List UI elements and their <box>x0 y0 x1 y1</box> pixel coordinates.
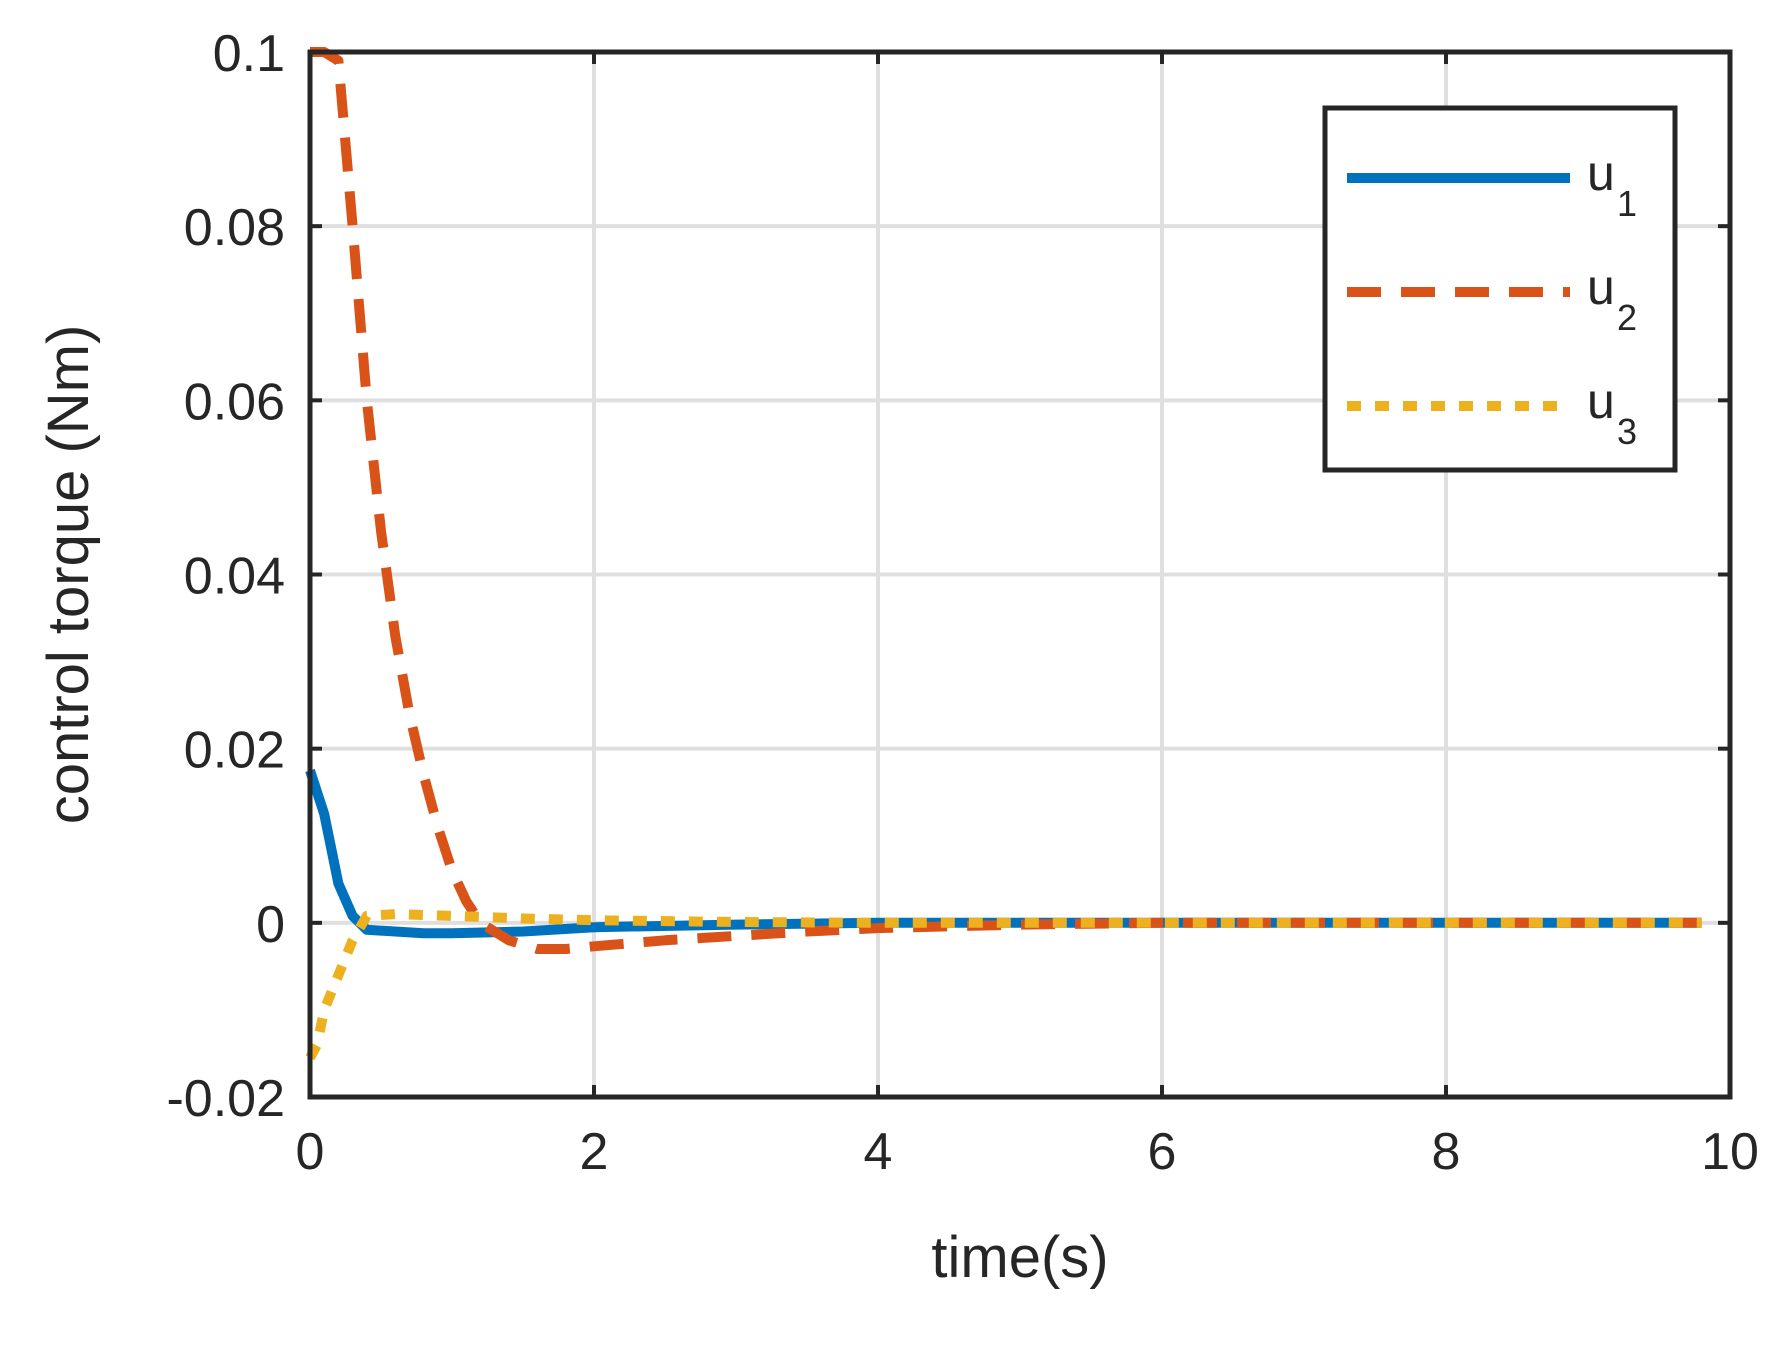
y-tick-label: 0.04 <box>184 548 285 606</box>
axis-ticks <box>308 50 1732 1099</box>
legend-label-subscript: 1 <box>1617 183 1637 224</box>
y-tick-labels: -0.02 0 0.02 0.04 0.06 0.08 0.1 <box>166 25 285 1128</box>
legend-label-subscript: 3 <box>1617 411 1637 452</box>
series-lines <box>305 47 1702 1061</box>
x-tick-labels: 0 2 4 6 8 10 <box>296 1123 1759 1181</box>
legend-label: u <box>1587 259 1615 315</box>
legend-label-subscript: 2 <box>1617 297 1637 338</box>
x-tick-label: 6 <box>1148 1123 1177 1181</box>
series-line-u3 <box>305 909 1702 1061</box>
y-tick-label: 0.1 <box>213 25 285 83</box>
legend-label: u <box>1587 373 1615 429</box>
y-tick-label: -0.02 <box>166 1070 285 1128</box>
x-axis-label: time(s) <box>931 1225 1108 1290</box>
series-line-u1 <box>305 768 1702 939</box>
legend-label: u <box>1587 145 1615 201</box>
x-tick-label: 2 <box>580 1123 609 1181</box>
x-tick-label: 8 <box>1432 1123 1461 1181</box>
y-tick-label: 0 <box>256 896 285 954</box>
x-tick-label: 0 <box>296 1123 325 1181</box>
y-tick-label: 0.08 <box>184 199 285 257</box>
x-tick-label: 10 <box>1701 1123 1759 1181</box>
y-axis-label: control torque (Nm) <box>36 325 101 825</box>
x-tick-label: 4 <box>864 1123 893 1181</box>
series-line-u2 <box>310 47 1702 954</box>
y-tick-label: 0.02 <box>184 722 285 780</box>
y-tick-label: 0.06 <box>184 373 285 431</box>
